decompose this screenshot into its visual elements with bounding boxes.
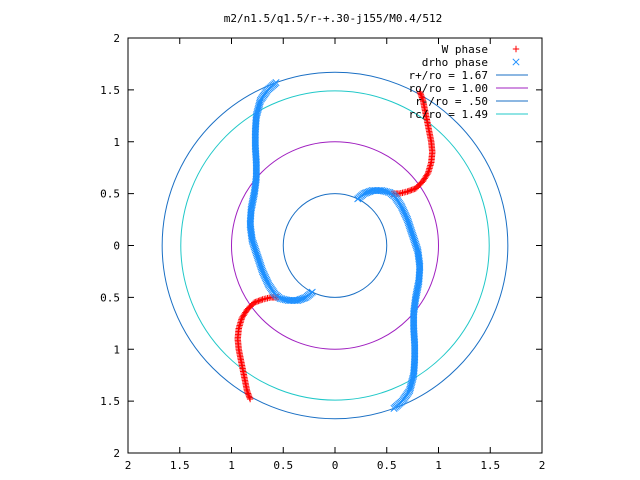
point-0-0-2-3 <box>408 187 414 193</box>
point-0-1-2-3 <box>255 298 261 304</box>
legend-label-0: W phase <box>442 43 488 56</box>
x-tick-label-2: 1 <box>228 459 235 472</box>
chart-title: m2/n1.5/q1.5/r-+.30-j155/M0.4/512 <box>224 12 443 25</box>
legend-label-2: r+/ro = 1.67 <box>409 69 488 82</box>
y-tick-label-0: 2 <box>113 447 120 460</box>
circle-3 <box>181 91 489 400</box>
x-tick-label-5: 0.5 <box>377 459 397 472</box>
y-tick-label-2: 1 <box>113 343 120 356</box>
series-1-arm-1 <box>247 79 316 303</box>
legend-key-1 <box>513 59 519 65</box>
x-tick-label-0: 2 <box>125 459 132 472</box>
y-tick-label-5: 0.5 <box>100 188 120 201</box>
point-0-0-2-0 <box>404 188 410 194</box>
series-1-arm-0 <box>355 187 424 411</box>
phase-series <box>235 79 436 411</box>
circle-0 <box>162 72 508 419</box>
point-0-1-2-0 <box>259 296 265 302</box>
x-tick-label-7: 1.5 <box>480 459 500 472</box>
legend-key-0 <box>513 46 519 52</box>
phase-chart: m2/n1.5/q1.5/r-+.30-j155/M0.4/512 2 1.5 1 0… <box>0 0 640 480</box>
point-0-1-12-2 <box>245 390 251 396</box>
legend-label-3: ro/ro = 1.00 <box>409 82 488 95</box>
reference-circles <box>162 72 508 419</box>
y-tick-label-8: 2 <box>113 32 120 45</box>
y-tick-label-3: 0.5 <box>100 291 120 304</box>
series-0-arm-1 <box>235 294 282 402</box>
circle-1 <box>232 142 439 350</box>
x-tick-label-4: 0 <box>332 459 339 472</box>
point-0-1-2-1 <box>258 297 264 303</box>
x-tick-label-3: 0.5 <box>273 459 293 472</box>
legend-label-5: rc/ro = 1.49 <box>409 108 488 121</box>
x-tick-label-6: 1 <box>435 459 442 472</box>
legend-label-1: drho phase <box>422 56 488 69</box>
y-tick-label-1: 1.5 <box>100 395 120 408</box>
series-0 <box>235 89 436 403</box>
series-1 <box>247 79 423 411</box>
point-0-0-2-1 <box>406 188 412 194</box>
x-tick-label-1: 1.5 <box>170 459 190 472</box>
point-0-1-2-2 <box>257 297 263 303</box>
y-tick-label-4: 0 <box>113 240 120 253</box>
legend-label-4: r-/ro = .50 <box>415 95 488 108</box>
point-0-1-12-1 <box>244 389 250 395</box>
circle-2 <box>283 194 387 298</box>
point-0-1-end <box>247 396 253 402</box>
y-tick-label-7: 1.5 <box>100 84 120 97</box>
y-tick-label-6: 1 <box>113 136 120 149</box>
point-0-0-2-2 <box>407 187 413 193</box>
x-tick-label-8: 2 <box>539 459 546 472</box>
